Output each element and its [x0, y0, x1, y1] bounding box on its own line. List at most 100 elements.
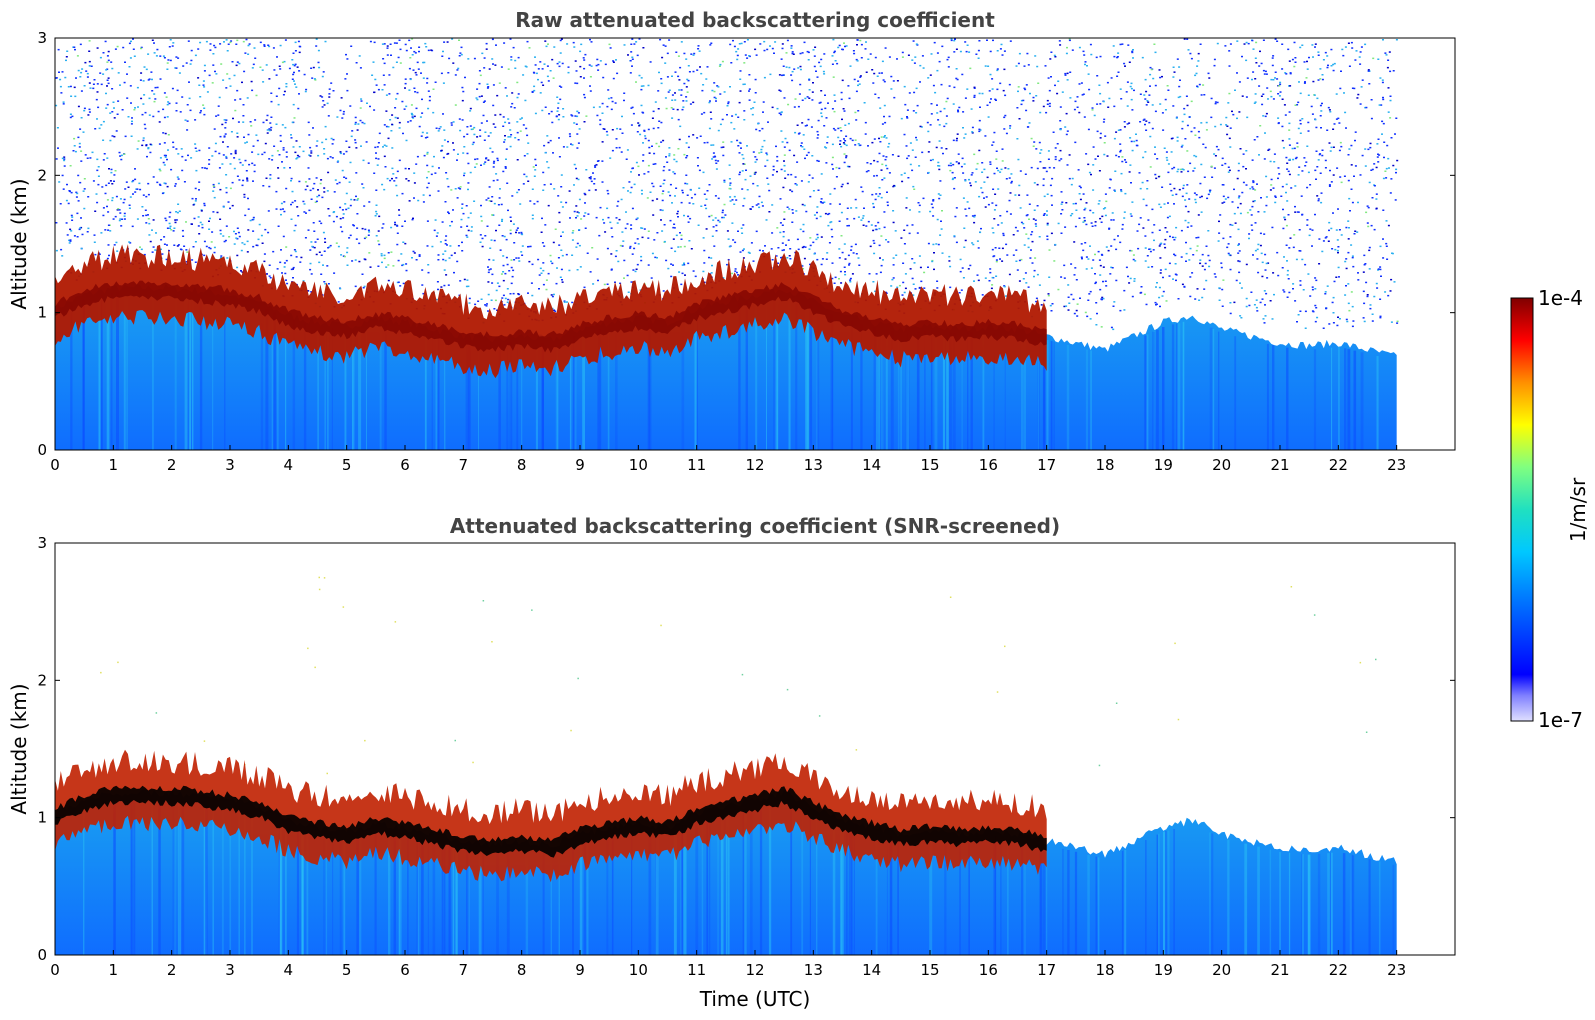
noise-pixel — [323, 281, 326, 283]
noise-pixel — [630, 43, 633, 45]
noise-pixel — [977, 57, 980, 59]
noise-pixel — [210, 241, 213, 243]
noise-pixel — [1208, 189, 1211, 192]
noise-pixel — [555, 282, 558, 285]
noise-pixel — [1175, 193, 1178, 196]
noise-pixel — [166, 158, 168, 161]
noise-pixel — [1197, 52, 1200, 55]
noise-pixel — [324, 241, 327, 243]
noise-pixel — [905, 145, 908, 147]
noise-pixel — [671, 202, 673, 204]
noise-pixel — [343, 176, 346, 178]
noise-pixel — [253, 47, 256, 49]
noise-pixel — [1175, 117, 1178, 119]
noise-pixel — [491, 282, 494, 284]
noise-pixel — [247, 53, 250, 55]
noise-pixel — [838, 248, 841, 250]
noise-pixel — [878, 187, 881, 189]
noise-pixel — [641, 227, 644, 229]
noise-pixel — [615, 147, 618, 149]
noise-pixel — [509, 145, 512, 148]
noise-pixel — [913, 91, 916, 94]
noise-pixel — [748, 252, 751, 254]
noise-pixel — [1369, 146, 1372, 149]
noise-pixel — [445, 274, 448, 276]
noise-pixel — [1370, 224, 1373, 227]
noise-pixel — [933, 252, 935, 254]
noise-pixel — [947, 66, 950, 68]
noise-pixel — [1294, 157, 1297, 160]
noise-pixel — [857, 84, 859, 87]
noise-pixel — [721, 216, 724, 219]
noise-pixel — [855, 253, 858, 255]
noise-pixel — [680, 41, 683, 43]
noise-pixel — [657, 108, 660, 110]
noise-pixel — [1375, 166, 1378, 169]
noise-pixel — [1270, 184, 1273, 186]
noise-pixel — [1321, 78, 1324, 81]
noise-pixel — [312, 127, 314, 129]
noise-pixel — [881, 179, 884, 181]
noise-pixel — [120, 225, 123, 227]
noise-pixel — [428, 194, 431, 197]
noise-pixel — [767, 183, 770, 185]
noise-pixel — [840, 282, 843, 284]
noise-pixel — [642, 85, 645, 87]
noise-pixel — [1100, 253, 1103, 256]
noise-pixel — [558, 65, 561, 68]
noise-pixel — [1008, 199, 1011, 202]
noise-pixel — [142, 215, 145, 217]
noise-pixel — [833, 110, 836, 113]
noise-pixel — [809, 244, 812, 247]
noise-pixel — [1042, 167, 1045, 169]
noise-pixel — [952, 103, 955, 105]
noise-pixel — [543, 63, 546, 65]
noise-pixel — [307, 167, 310, 169]
noise-pixel — [134, 168, 136, 170]
noise-pixel — [1126, 105, 1129, 107]
noise-pixel — [865, 41, 867, 43]
noise-pixel — [609, 221, 612, 224]
noise-pixel — [860, 43, 863, 46]
noise-pixel — [1337, 208, 1339, 210]
noise-pixel — [404, 78, 407, 80]
noise-pixel — [385, 125, 388, 128]
noise-pixel — [373, 109, 376, 111]
noise-pixel — [721, 211, 724, 214]
noise-pixel — [1020, 99, 1023, 102]
noise-pixel — [1213, 273, 1216, 275]
noise-pixel — [456, 69, 459, 71]
noise-pixel — [1111, 267, 1114, 269]
noise-pixel — [576, 133, 579, 135]
noise-pixel — [1167, 89, 1170, 91]
noise-pixel — [1364, 43, 1367, 46]
noise-pixel — [1286, 269, 1289, 272]
noise-pixel — [651, 199, 654, 202]
noise-pixel — [554, 228, 557, 230]
noise-pixel — [220, 63, 223, 65]
noise-pixel — [447, 152, 450, 155]
noise-pixel — [484, 131, 487, 133]
noise-pixel — [977, 279, 980, 282]
noise-pixel — [310, 67, 313, 69]
noise-pixel — [882, 155, 885, 157]
noise-pixel — [876, 75, 879, 77]
noise-pixel — [426, 220, 429, 222]
noise-pixel — [909, 163, 912, 166]
noise-pixel — [743, 119, 746, 121]
noise-pixel — [647, 139, 650, 142]
noise-pixel — [812, 241, 815, 244]
noise-pixel — [1166, 216, 1169, 219]
noise-pixel — [697, 165, 699, 167]
noise-pixel — [1171, 167, 1174, 170]
noise-pixel — [578, 128, 581, 130]
noise-pixel — [333, 272, 336, 274]
noise-pixel — [102, 214, 105, 217]
noise-pixel — [867, 145, 869, 147]
noise-pixel — [1347, 283, 1350, 285]
noise-pixel — [1213, 64, 1216, 67]
noise-pixel — [178, 210, 181, 212]
noise-pixel — [1082, 221, 1085, 223]
noise-pixel — [236, 136, 239, 138]
noise-pixel — [883, 211, 886, 213]
